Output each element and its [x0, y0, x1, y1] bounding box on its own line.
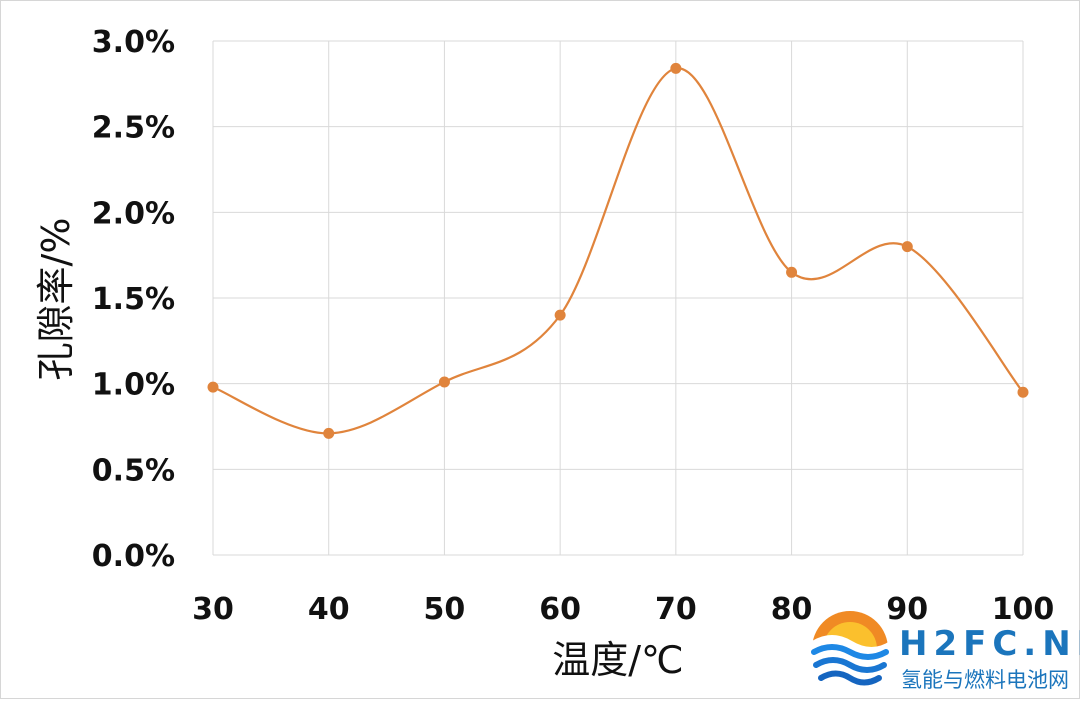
y-tick-label: 0.0%: [92, 539, 175, 574]
data-point-marker: [554, 309, 566, 321]
x-tick-labels: 30 40 50 60 70 80 90 100: [192, 592, 1054, 627]
x-tick-label: 70: [655, 592, 697, 627]
y-tick-label: 2.5%: [92, 111, 175, 146]
y-tick-label: 1.5%: [92, 282, 175, 317]
x-tick-label: 100: [992, 592, 1055, 627]
y-axis-title: 孔隙率/%: [34, 218, 78, 381]
x-tick-label: 40: [308, 592, 350, 627]
series-line: [212, 67, 1024, 435]
x-tick-label: 50: [424, 592, 466, 627]
x-tick-label: 30: [192, 592, 234, 627]
h2fc-logo-icon: [811, 611, 890, 691]
data-point-marker: [670, 62, 682, 74]
series-layer: [207, 62, 1029, 439]
data-point-marker: [1017, 386, 1029, 398]
data-point-marker: [901, 241, 913, 253]
watermark-subtitle: 氢能与燃料电池网: [901, 668, 1069, 692]
data-point-marker: [207, 381, 219, 393]
x-tick-label: 80: [771, 592, 813, 627]
y-tick-label: 3.0%: [92, 25, 175, 60]
y-tick-label: 0.5%: [92, 453, 175, 488]
watermark: H2FC.NET 氢能与燃料电池网: [811, 611, 1080, 692]
gridlines: [212, 40, 1024, 556]
x-tick-label: 90: [886, 592, 928, 627]
y-tick-label: 1.0%: [92, 368, 175, 403]
y-tick-label: 2.0%: [92, 196, 175, 231]
x-tick-label: 60: [539, 592, 581, 627]
watermark-logo-text: H2FC.NET: [899, 624, 1080, 664]
y-tick-labels: 0.0% 0.5% 1.0% 1.5% 2.0% 2.5% 3.0%: [92, 25, 175, 574]
data-point-marker: [438, 376, 450, 388]
x-axis-title: 温度/℃: [552, 638, 683, 682]
data-point-marker: [786, 266, 798, 278]
data-point-marker: [323, 427, 335, 439]
